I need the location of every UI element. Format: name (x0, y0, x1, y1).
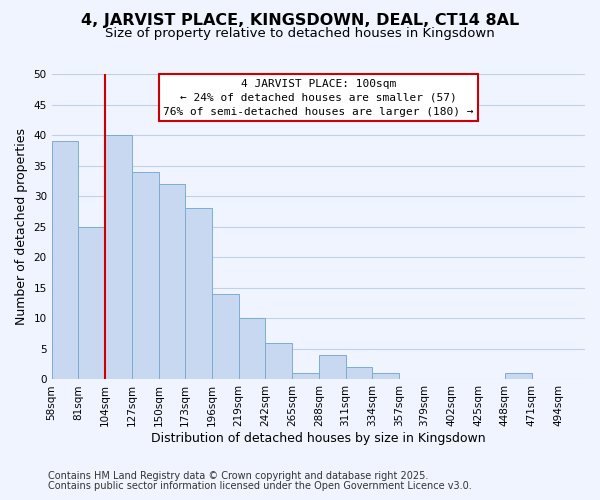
Bar (132, 172, 158, 380)
Bar (212, 294, 239, 380)
Bar (346, 367, 373, 380)
Text: Contains HM Land Registry data © Crown copyright and database right 2025.: Contains HM Land Registry data © Crown c… (48, 471, 428, 481)
Text: Contains public sector information licensed under the Open Government Licence v3: Contains public sector information licen… (48, 481, 472, 491)
Text: 4 JARVIST PLACE: 100sqm
← 24% of detached houses are smaller (57)
76% of semi-de: 4 JARVIST PLACE: 100sqm ← 24% of detache… (163, 78, 473, 116)
Y-axis label: Number of detached properties: Number of detached properties (15, 128, 28, 325)
Bar (185, 208, 212, 380)
Bar (265, 343, 292, 380)
Bar (505, 374, 532, 380)
Bar (52, 141, 79, 380)
X-axis label: Distribution of detached houses by size in Kingsdown: Distribution of detached houses by size … (151, 432, 485, 445)
Bar (105, 135, 132, 380)
Text: 4, JARVIST PLACE, KINGSDOWN, DEAL, CT14 8AL: 4, JARVIST PLACE, KINGSDOWN, DEAL, CT14 … (81, 12, 519, 28)
Text: Size of property relative to detached houses in Kingsdown: Size of property relative to detached ho… (105, 28, 495, 40)
Bar (292, 374, 319, 380)
Bar (79, 226, 105, 380)
Bar (373, 374, 399, 380)
Bar (319, 355, 346, 380)
Bar (158, 184, 185, 380)
Bar (239, 318, 265, 380)
